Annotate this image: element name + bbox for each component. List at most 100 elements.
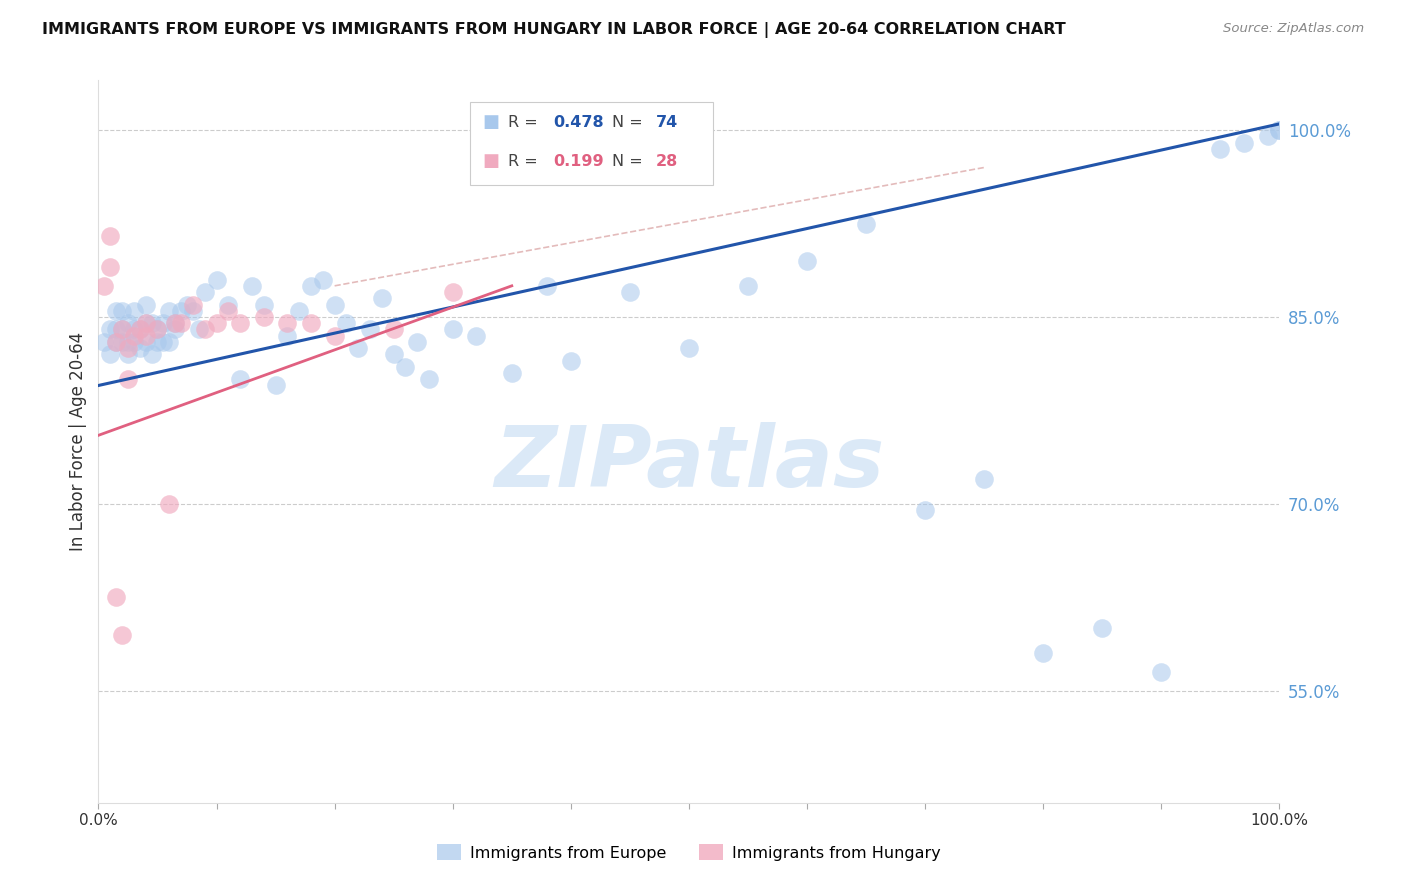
Point bbox=[382, 322, 405, 336]
Point bbox=[359, 322, 381, 336]
Point bbox=[1091, 621, 1114, 635]
Point bbox=[152, 316, 174, 330]
Point bbox=[441, 322, 464, 336]
Point bbox=[1233, 136, 1256, 150]
Point bbox=[111, 303, 134, 318]
Point bbox=[122, 303, 145, 318]
Point bbox=[1209, 142, 1232, 156]
Point bbox=[229, 316, 252, 330]
Point bbox=[117, 372, 139, 386]
Point bbox=[165, 316, 187, 330]
Point bbox=[122, 322, 145, 336]
Point bbox=[135, 316, 157, 330]
Point bbox=[117, 347, 139, 361]
Point bbox=[855, 217, 877, 231]
Point bbox=[323, 297, 346, 311]
Point bbox=[117, 334, 139, 349]
Point bbox=[105, 334, 128, 349]
Text: 0.199: 0.199 bbox=[553, 153, 603, 169]
Point bbox=[122, 328, 145, 343]
Point bbox=[371, 291, 394, 305]
Point bbox=[264, 378, 287, 392]
Point bbox=[93, 278, 115, 293]
Point bbox=[335, 316, 357, 330]
Point bbox=[170, 316, 193, 330]
Point bbox=[276, 316, 298, 330]
Text: N =: N = bbox=[612, 115, 648, 129]
Point bbox=[98, 260, 121, 274]
Point bbox=[678, 341, 700, 355]
Point bbox=[194, 285, 217, 299]
Point bbox=[105, 322, 128, 336]
Point bbox=[157, 497, 180, 511]
Point bbox=[135, 328, 157, 343]
Point bbox=[135, 316, 157, 330]
Point bbox=[276, 328, 298, 343]
Point bbox=[146, 322, 169, 336]
Point bbox=[141, 316, 163, 330]
Point bbox=[253, 310, 276, 324]
Point bbox=[229, 372, 252, 386]
Y-axis label: In Labor Force | Age 20-64: In Labor Force | Age 20-64 bbox=[69, 332, 87, 551]
Point bbox=[299, 278, 322, 293]
Point bbox=[157, 303, 180, 318]
Point bbox=[382, 347, 405, 361]
Point bbox=[299, 316, 322, 330]
Point bbox=[914, 503, 936, 517]
Point bbox=[157, 334, 180, 349]
Point bbox=[117, 341, 139, 355]
Point bbox=[105, 334, 128, 349]
Point bbox=[165, 316, 187, 330]
Point bbox=[146, 322, 169, 336]
Point bbox=[135, 334, 157, 349]
Point bbox=[146, 334, 169, 349]
Point bbox=[111, 322, 134, 336]
Point bbox=[98, 322, 121, 336]
Point bbox=[205, 316, 228, 330]
Point bbox=[288, 303, 311, 318]
Point bbox=[128, 341, 150, 355]
Text: IMMIGRANTS FROM EUROPE VS IMMIGRANTS FROM HUNGARY IN LABOR FORCE | AGE 20-64 COR: IMMIGRANTS FROM EUROPE VS IMMIGRANTS FRO… bbox=[42, 22, 1066, 38]
Text: R =: R = bbox=[508, 153, 543, 169]
Point bbox=[536, 278, 558, 293]
Point bbox=[181, 303, 204, 318]
Text: ■: ■ bbox=[482, 153, 499, 170]
Point bbox=[194, 322, 217, 336]
Point bbox=[1032, 646, 1054, 660]
Point bbox=[111, 334, 134, 349]
Point bbox=[111, 322, 134, 336]
Point bbox=[253, 297, 276, 311]
Legend: Immigrants from Europe, Immigrants from Hungary: Immigrants from Europe, Immigrants from … bbox=[430, 838, 948, 867]
Point bbox=[98, 229, 121, 244]
Point bbox=[406, 334, 429, 349]
Text: 28: 28 bbox=[655, 153, 678, 169]
Point bbox=[347, 341, 370, 355]
Point bbox=[1268, 123, 1291, 137]
Text: ■: ■ bbox=[482, 113, 499, 131]
Point bbox=[105, 303, 128, 318]
Point bbox=[560, 353, 582, 368]
Point bbox=[170, 303, 193, 318]
Point bbox=[737, 278, 759, 293]
Point bbox=[128, 322, 150, 336]
Point bbox=[217, 303, 239, 318]
Text: Source: ZipAtlas.com: Source: ZipAtlas.com bbox=[1223, 22, 1364, 36]
FancyBboxPatch shape bbox=[471, 102, 713, 185]
Point bbox=[312, 272, 335, 286]
Point bbox=[323, 328, 346, 343]
Text: 0.478: 0.478 bbox=[553, 115, 603, 129]
Point bbox=[176, 297, 198, 311]
Point bbox=[1150, 665, 1173, 679]
Point bbox=[152, 334, 174, 349]
Point bbox=[187, 322, 209, 336]
Point bbox=[240, 278, 263, 293]
Point bbox=[1257, 129, 1279, 144]
Text: ZIPatlas: ZIPatlas bbox=[494, 422, 884, 505]
Point bbox=[619, 285, 641, 299]
Point bbox=[394, 359, 416, 374]
Point bbox=[501, 366, 523, 380]
Text: R =: R = bbox=[508, 115, 543, 129]
Point bbox=[141, 347, 163, 361]
Point bbox=[93, 334, 115, 349]
Point bbox=[441, 285, 464, 299]
